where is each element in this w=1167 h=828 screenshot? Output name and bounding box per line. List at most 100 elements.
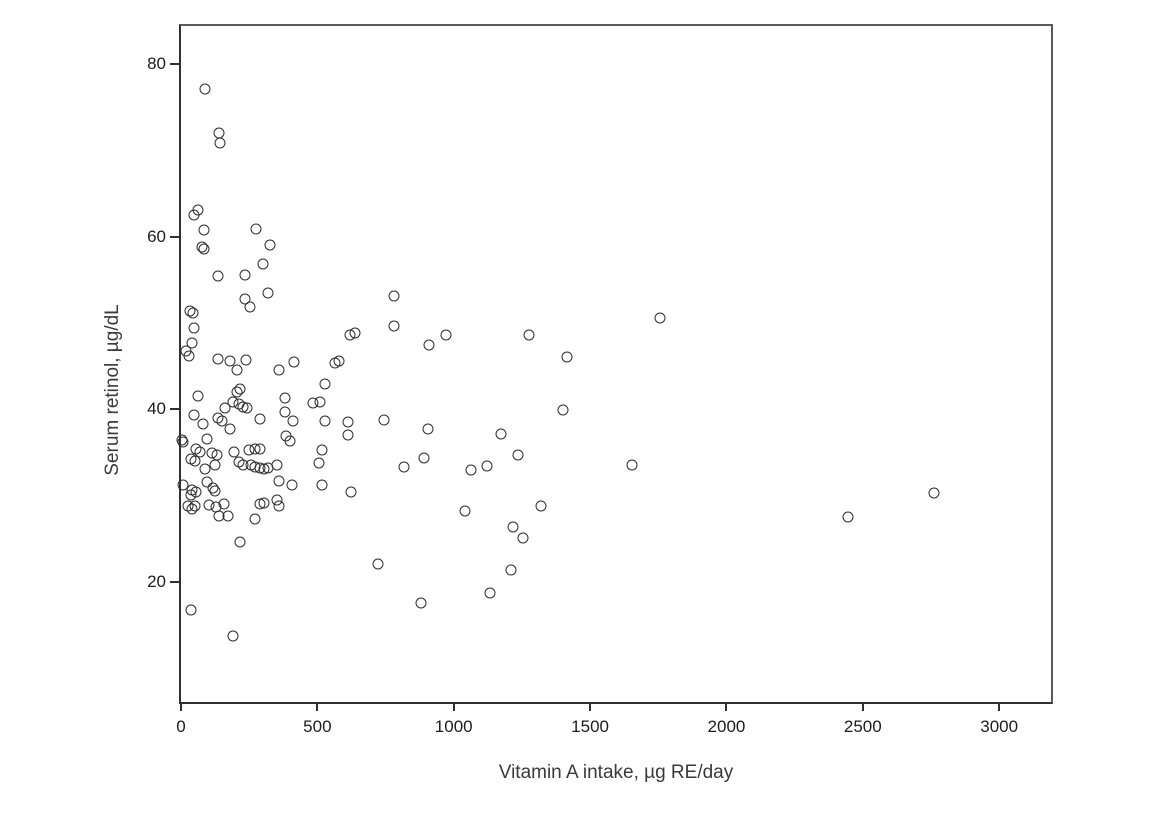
data-point	[288, 356, 300, 368]
x-axis-tick	[589, 702, 592, 711]
data-point	[535, 500, 547, 512]
x-axis-tick	[998, 702, 1001, 711]
x-axis-tick	[452, 702, 455, 711]
data-point	[234, 536, 246, 548]
data-point	[459, 505, 471, 517]
data-point	[188, 209, 200, 221]
data-point	[423, 339, 435, 351]
y-axis-tick	[170, 408, 179, 411]
data-point	[250, 223, 262, 235]
data-point	[198, 243, 210, 255]
y-axis-tick	[170, 235, 179, 238]
data-point	[319, 415, 331, 427]
x-tick-label: 3000	[980, 717, 1019, 736]
data-point	[209, 459, 221, 471]
data-point	[249, 513, 261, 525]
x-tick-label: 2000	[707, 717, 746, 736]
data-point	[842, 511, 854, 523]
y-tick-label: 80	[147, 53, 166, 73]
data-point	[189, 455, 201, 467]
data-point	[422, 423, 434, 435]
data-point	[349, 327, 361, 339]
data-point	[187, 307, 199, 319]
x-tick-label: 0	[176, 717, 186, 736]
data-point	[257, 258, 269, 270]
data-point	[199, 83, 211, 95]
data-point	[928, 487, 940, 499]
data-point	[185, 489, 197, 501]
data-point	[192, 390, 204, 402]
data-point	[198, 224, 210, 236]
data-point	[654, 312, 666, 324]
x-tick-label: 2500	[843, 717, 882, 736]
data-point	[512, 449, 524, 461]
data-point	[183, 350, 195, 362]
x-tick-label: 500	[303, 717, 332, 736]
x-tick-label: 1500	[571, 717, 609, 736]
data-point	[378, 414, 390, 426]
data-point	[279, 406, 291, 418]
data-point	[418, 452, 430, 464]
y-axis-tick	[170, 580, 179, 583]
data-point	[258, 497, 270, 509]
data-point	[201, 476, 213, 488]
data-point	[239, 269, 251, 281]
data-point	[185, 604, 197, 616]
x-axis-label: Vitamin A intake, µg RE/day	[498, 762, 734, 783]
x-tick-label: 1000	[434, 717, 473, 736]
x-axis-tick	[861, 702, 864, 711]
data-point	[271, 459, 283, 471]
data-point	[177, 436, 189, 448]
data-point	[262, 287, 274, 299]
data-point	[218, 498, 230, 510]
data-point	[505, 564, 517, 576]
data-point	[279, 392, 291, 404]
data-point	[481, 460, 493, 472]
y-tick-label: 20	[147, 571, 166, 591]
data-point	[495, 428, 507, 440]
data-point	[342, 429, 354, 441]
data-point	[227, 630, 239, 642]
data-point	[465, 464, 477, 476]
data-point	[212, 353, 224, 365]
data-point	[194, 446, 206, 458]
data-point	[212, 270, 224, 282]
data-point	[313, 457, 325, 469]
data-point	[440, 329, 452, 341]
data-point	[231, 386, 243, 398]
data-point	[626, 459, 638, 471]
data-point	[314, 396, 326, 408]
data-point	[216, 415, 228, 427]
data-point	[186, 337, 198, 349]
data-point	[316, 479, 328, 491]
y-axis-label: Serum retinol, µg/dL	[102, 304, 123, 476]
data-point	[561, 351, 573, 363]
data-point	[189, 500, 201, 512]
data-point	[209, 485, 221, 497]
x-axis-tick	[725, 702, 728, 711]
data-point	[388, 290, 400, 302]
data-point	[188, 409, 200, 420]
data-point	[199, 463, 211, 475]
data-point	[523, 329, 535, 341]
data-point	[240, 354, 252, 366]
data-point	[372, 558, 384, 570]
data-point	[273, 475, 285, 487]
data-point	[264, 239, 276, 251]
data-point	[231, 364, 243, 376]
data-point	[197, 418, 209, 430]
data-point	[388, 320, 400, 332]
data-point	[287, 415, 299, 427]
data-point	[484, 587, 496, 599]
data-point	[241, 402, 253, 414]
data-point	[333, 355, 345, 367]
data-point	[398, 461, 410, 473]
data-point	[273, 500, 285, 512]
data-point	[517, 532, 529, 544]
data-point	[201, 433, 213, 445]
data-point	[507, 521, 519, 533]
data-point	[244, 301, 256, 313]
data-point	[557, 404, 569, 416]
x-axis-tick	[180, 702, 182, 711]
